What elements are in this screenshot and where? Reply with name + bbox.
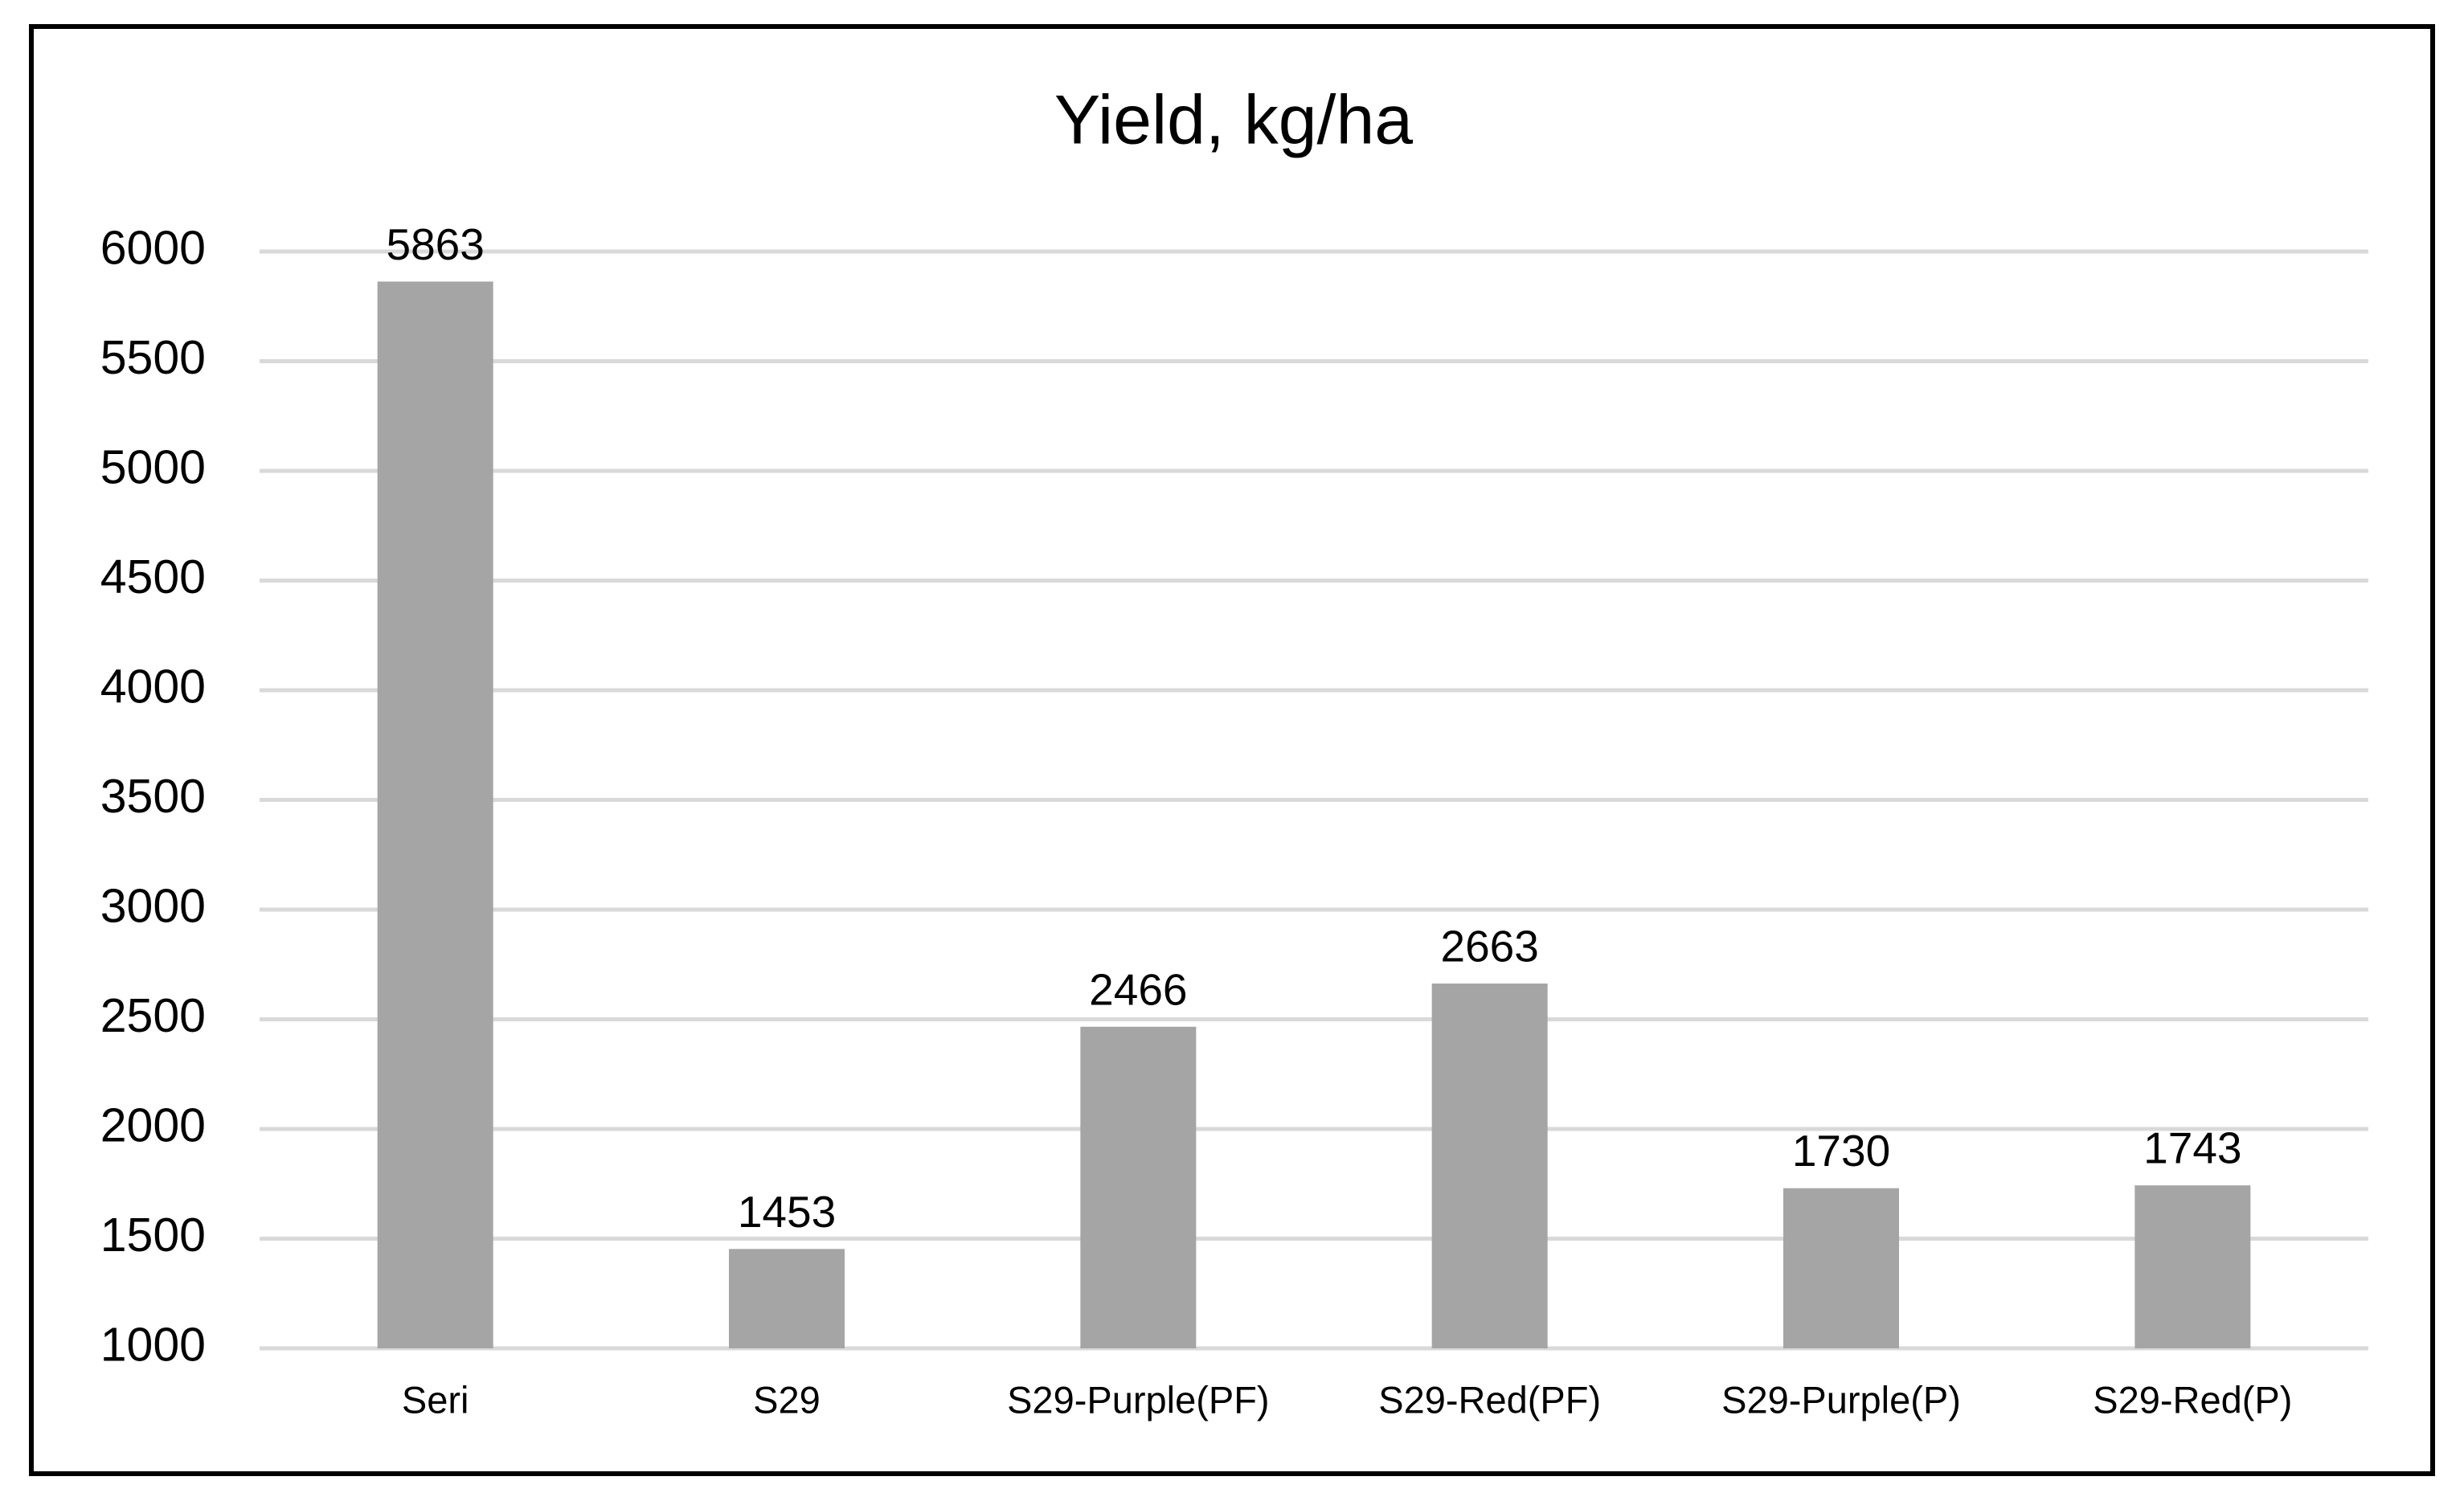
value-label: 1453 [738, 1187, 836, 1237]
bar [2135, 1185, 2251, 1348]
x-tick-label: S29 [753, 1378, 821, 1421]
y-tick-label: 1000 [100, 1319, 206, 1372]
bar [377, 281, 493, 1348]
y-tick-label: 4500 [100, 550, 206, 603]
bar [1783, 1188, 1899, 1348]
value-label: 5863 [386, 219, 484, 269]
x-tick-label: S29-Purple(P) [1721, 1378, 1961, 1421]
y-tick-label: 2000 [100, 1099, 206, 1152]
x-tick-label: S29-Red(PF) [1378, 1378, 1601, 1421]
value-label: 2663 [1440, 922, 1538, 971]
bar [1431, 984, 1548, 1348]
value-label: 2466 [1089, 964, 1187, 1014]
y-tick-label: 3500 [100, 770, 206, 823]
y-tick-label: 2500 [100, 989, 206, 1042]
chart-title: Yield, kg/ha [1054, 82, 1413, 159]
x-tick-label: S29-Purple(PF) [1007, 1378, 1270, 1421]
y-tick-label: 5500 [100, 331, 206, 384]
y-tick-label: 3000 [100, 880, 206, 933]
y-tick-label: 5000 [100, 441, 206, 494]
y-tick-label: 4000 [100, 661, 206, 714]
bar [1080, 1026, 1197, 1348]
value-label: 1743 [2143, 1123, 2241, 1173]
y-tick-label: 6000 [100, 222, 206, 275]
x-tick-label: Seri [402, 1378, 469, 1421]
value-label: 1730 [1792, 1126, 1890, 1176]
y-tick-label: 1500 [100, 1209, 206, 1262]
x-tick-label: S29-Red(P) [2093, 1378, 2292, 1421]
bar [729, 1249, 845, 1348]
